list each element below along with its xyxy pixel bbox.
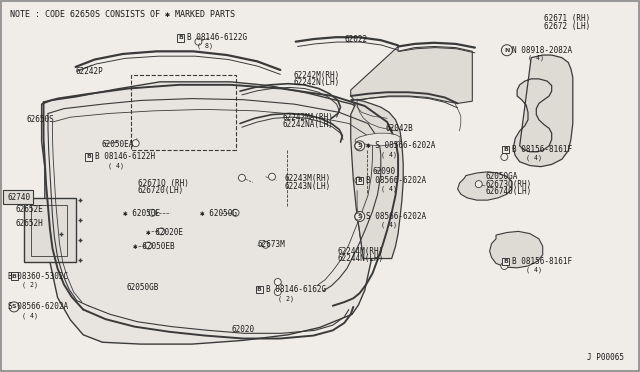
Circle shape bbox=[275, 279, 281, 285]
Text: B: B bbox=[178, 35, 183, 41]
Circle shape bbox=[476, 181, 482, 187]
Text: B 08146-6162G: B 08146-6162G bbox=[266, 285, 326, 294]
Circle shape bbox=[355, 212, 365, 221]
Text: 62242NA(LH): 62242NA(LH) bbox=[283, 120, 333, 129]
Polygon shape bbox=[351, 100, 403, 259]
Text: B: B bbox=[12, 273, 17, 279]
Text: 62050GA: 62050GA bbox=[485, 172, 518, 181]
Text: 626740(LH): 626740(LH) bbox=[485, 187, 531, 196]
Text: ( 4): ( 4) bbox=[528, 54, 544, 61]
Text: 62244N(LH): 62244N(LH) bbox=[338, 254, 384, 263]
Text: ( 2): ( 2) bbox=[22, 281, 38, 288]
Circle shape bbox=[501, 45, 513, 56]
Text: 62050GB: 62050GB bbox=[127, 283, 159, 292]
Text: 62042B: 62042B bbox=[385, 124, 413, 133]
Text: B 08566-6202A: B 08566-6202A bbox=[366, 176, 426, 185]
Text: B 08156-8161F: B 08156-8161F bbox=[512, 145, 572, 154]
Text: ( 4): ( 4) bbox=[381, 222, 397, 228]
Text: 62740: 62740 bbox=[8, 193, 31, 202]
Circle shape bbox=[269, 173, 275, 180]
Circle shape bbox=[9, 302, 19, 312]
Text: N: N bbox=[504, 48, 509, 53]
Circle shape bbox=[501, 263, 508, 269]
Text: 62020: 62020 bbox=[232, 325, 255, 334]
Text: 62242M(RH): 62242M(RH) bbox=[293, 71, 339, 80]
Text: B: B bbox=[503, 259, 508, 264]
Text: 62673Q(RH): 62673Q(RH) bbox=[485, 180, 531, 189]
Polygon shape bbox=[355, 133, 400, 146]
Circle shape bbox=[158, 228, 164, 235]
Text: 62242P: 62242P bbox=[76, 67, 103, 76]
Polygon shape bbox=[490, 231, 543, 268]
Text: ✱ 62050EB: ✱ 62050EB bbox=[133, 242, 175, 251]
Text: 62050EA: 62050EA bbox=[101, 140, 134, 149]
Text: ( 4): ( 4) bbox=[22, 312, 38, 319]
Text: B 08146-6122H: B 08146-6122H bbox=[95, 153, 155, 161]
Text: 62672 (LH): 62672 (LH) bbox=[544, 22, 590, 31]
Text: ✱ 62020E: ✱ 62020E bbox=[146, 228, 183, 237]
Text: N 08918-2082A: N 08918-2082A bbox=[512, 46, 572, 55]
Bar bbox=[31, 205, 67, 256]
Text: ✱ 62050G: ✱ 62050G bbox=[200, 209, 237, 218]
Text: B: B bbox=[257, 287, 262, 292]
Bar bbox=[24, 198, 76, 262]
Text: B: B bbox=[357, 178, 362, 183]
Text: B: B bbox=[86, 154, 91, 160]
Circle shape bbox=[262, 241, 269, 248]
Text: S: S bbox=[12, 304, 17, 310]
Circle shape bbox=[355, 142, 362, 149]
Text: B: B bbox=[503, 147, 508, 152]
Circle shape bbox=[275, 289, 281, 295]
Text: ✱ S 08566-6202A: ✱ S 08566-6202A bbox=[366, 141, 435, 150]
Circle shape bbox=[149, 209, 156, 216]
Bar bbox=[131, 75, 236, 150]
Text: 62652E: 62652E bbox=[16, 205, 44, 214]
Circle shape bbox=[355, 213, 362, 220]
Text: ( 2): ( 2) bbox=[278, 295, 294, 302]
Text: B 08156-8161F: B 08156-8161F bbox=[512, 257, 572, 266]
Text: 62022: 62022 bbox=[344, 35, 367, 44]
Polygon shape bbox=[351, 46, 472, 103]
Text: NOTE : CODE 62650S CONSISTS OF ✱ MARKED PARTS: NOTE : CODE 62650S CONSISTS OF ✱ MARKED … bbox=[10, 10, 235, 19]
Text: 62244M(RH): 62244M(RH) bbox=[338, 247, 384, 256]
Text: 626720(LH): 626720(LH) bbox=[138, 186, 184, 195]
Text: 62242MA(RH): 62242MA(RH) bbox=[283, 113, 333, 122]
Text: ( 4): ( 4) bbox=[381, 151, 397, 158]
Text: ( 4): ( 4) bbox=[526, 266, 542, 273]
Text: S 08566-6202A: S 08566-6202A bbox=[366, 212, 426, 221]
Text: ( 4): ( 4) bbox=[108, 162, 124, 169]
Circle shape bbox=[239, 174, 245, 181]
Circle shape bbox=[355, 141, 365, 151]
Text: S: S bbox=[357, 214, 362, 219]
Text: ( 4): ( 4) bbox=[381, 186, 397, 192]
Bar bbox=[3, 190, 33, 204]
Circle shape bbox=[145, 242, 152, 249]
Circle shape bbox=[132, 140, 139, 147]
Circle shape bbox=[355, 177, 362, 184]
Text: 62652H: 62652H bbox=[16, 219, 44, 228]
Text: ( 8): ( 8) bbox=[197, 42, 213, 49]
Text: S 08566-6202A: S 08566-6202A bbox=[8, 302, 68, 311]
Polygon shape bbox=[42, 82, 397, 344]
Text: S: S bbox=[357, 143, 362, 148]
Text: 62090: 62090 bbox=[372, 167, 396, 176]
Text: ( 4): ( 4) bbox=[526, 155, 542, 161]
Polygon shape bbox=[458, 172, 512, 200]
Text: B 08360-5302C: B 08360-5302C bbox=[8, 272, 68, 280]
Text: 62243M(RH): 62243M(RH) bbox=[285, 174, 331, 183]
Text: J P00065: J P00065 bbox=[587, 353, 624, 362]
Text: 62671Q (RH): 62671Q (RH) bbox=[138, 179, 188, 187]
Text: 62242N(LH): 62242N(LH) bbox=[293, 78, 339, 87]
Text: 62673M: 62673M bbox=[257, 240, 285, 249]
Text: 62671 (RH): 62671 (RH) bbox=[544, 14, 590, 23]
Polygon shape bbox=[513, 55, 573, 167]
Text: ✱ 62050E: ✱ 62050E bbox=[123, 209, 160, 218]
Circle shape bbox=[501, 154, 508, 160]
Circle shape bbox=[232, 209, 239, 216]
Text: 62243N(LH): 62243N(LH) bbox=[285, 182, 331, 190]
Circle shape bbox=[195, 38, 202, 45]
Text: 62650S: 62650S bbox=[27, 115, 54, 124]
Text: B 08146-6122G: B 08146-6122G bbox=[187, 33, 247, 42]
